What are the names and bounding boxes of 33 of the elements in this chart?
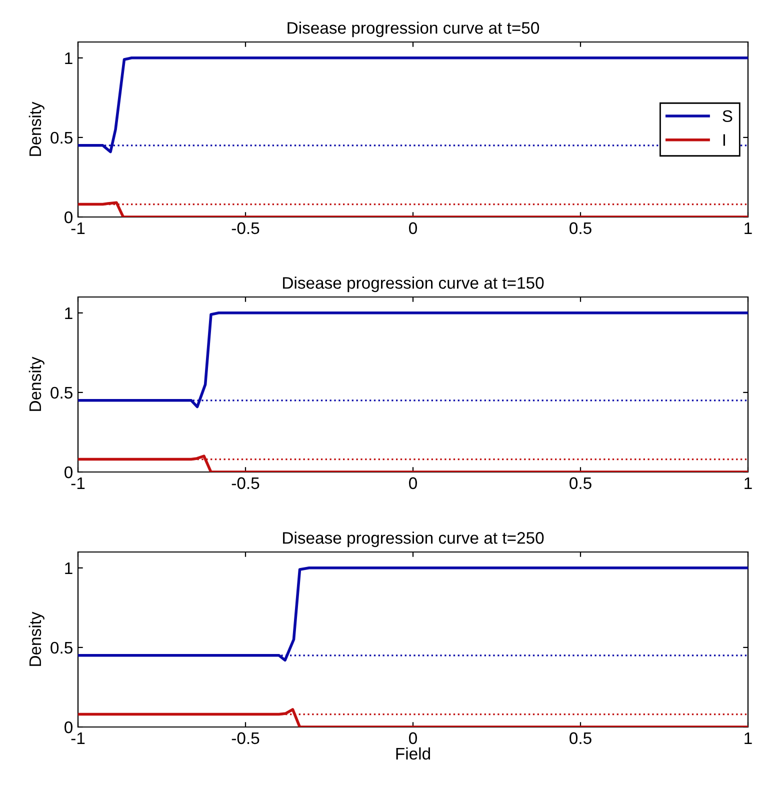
x-tick-label: -1 — [71, 732, 85, 744]
x-tick-label: -0.5 — [232, 732, 260, 744]
x-axis-title: Field — [396, 747, 430, 760]
y-tick-label: 1 — [65, 52, 72, 64]
y-tick-label: 0.5 — [50, 132, 72, 144]
x-tick-label: 0 — [409, 477, 417, 490]
y-tick-label: 0.5 — [50, 642, 72, 654]
x-tick-label: 0.5 — [570, 732, 592, 744]
x-tick-label: -1 — [71, 477, 85, 489]
y-tick-label: 0 — [64, 721, 72, 734]
chart-title: Disease progression curve at t=50 — [288, 22, 540, 38]
x-tick-label: 0.5 — [570, 477, 592, 490]
chart-title: Disease progression curve at t=250 — [283, 532, 544, 548]
y-tick-label: 1 — [65, 562, 72, 574]
x-tick-label: -0.5 — [232, 222, 260, 234]
legend-label: S — [722, 110, 732, 122]
y-axis-title: Density — [28, 612, 44, 666]
y-axis-title: Density — [28, 356, 44, 411]
x-tick-label: 0.5 — [570, 222, 592, 234]
y-axis-title: Density — [28, 102, 44, 156]
y-tick-label: 0.5 — [50, 386, 72, 399]
x-tick-label: -1 — [71, 222, 85, 234]
x-tick-label: 1 — [744, 222, 752, 234]
y-tick-label: 1 — [65, 307, 72, 319]
chart-title: Disease progression curve at t=150 — [283, 276, 544, 292]
y-tick-label: 0 — [64, 466, 72, 478]
x-tick-label: 1 — [744, 477, 752, 489]
legend-label: I — [723, 134, 725, 146]
x-tick-label: -0.5 — [232, 477, 260, 490]
y-tick-label: 0 — [64, 211, 72, 224]
x-tick-label: 0 — [409, 222, 417, 234]
x-tick-label: 1 — [744, 732, 752, 744]
x-tick-label: 0 — [409, 732, 417, 744]
